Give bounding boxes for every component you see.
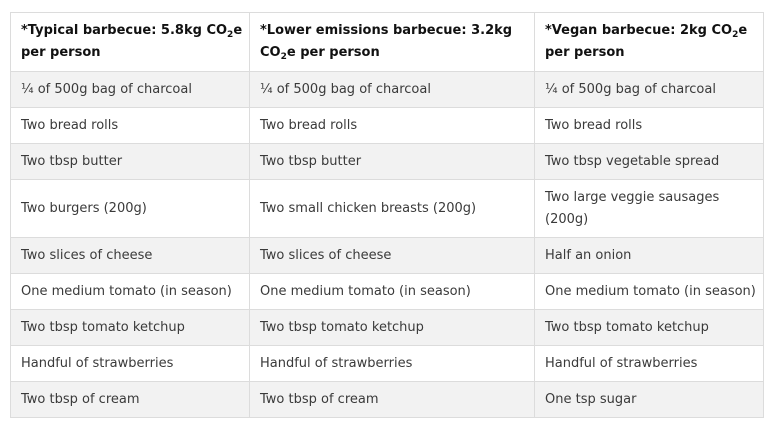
table-cell: One medium tomato (in season)	[10, 273, 250, 310]
table-cell: Two slices of cheese	[249, 237, 535, 274]
header-typical-barbecue: *Typical barbecue: 5.8kg CO2e per person	[10, 12, 250, 72]
table-cell: ¼ of 500g bag of charcoal	[534, 71, 764, 108]
table-cell: Half an onion	[534, 237, 764, 274]
table-row: ¼ of 500g bag of charcoal ¼ of 500g bag …	[10, 71, 764, 108]
table-row: Two slices of cheese Two slices of chees…	[10, 237, 764, 274]
table-cell: Two burgers (200g)	[10, 179, 250, 238]
header-lower-emissions-barbecue: *Lower emissions barbecue: 3.2kg CO2e pe…	[249, 12, 535, 72]
table-row: Two tbsp of cream Two tbsp of cream One …	[10, 381, 764, 418]
table-cell: One medium tomato (in season)	[249, 273, 535, 310]
table-cell: Two tbsp butter	[10, 143, 250, 180]
table-cell: Two tbsp vegetable spread	[534, 143, 764, 180]
table-row: Two bread rolls Two bread rolls Two brea…	[10, 107, 764, 144]
table-cell: Two bread rolls	[534, 107, 764, 144]
table-row: Two tbsp tomato ketchup Two tbsp tomato …	[10, 309, 764, 346]
table-row: Handful of strawberries Handful of straw…	[10, 345, 764, 382]
table-row: One medium tomato (in season) One medium…	[10, 273, 764, 310]
table-cell: Two bread rolls	[249, 107, 535, 144]
table-cell: Two tbsp tomato ketchup	[534, 309, 764, 346]
table-cell: Handful of strawberries	[534, 345, 764, 382]
barbecue-emissions-table: *Typical barbecue: 5.8kg CO2e per person…	[10, 12, 764, 418]
table-cell: Handful of strawberries	[10, 345, 250, 382]
table-row: Two burgers (200g) Two small chicken bre…	[10, 179, 764, 238]
table-cell: Handful of strawberries	[249, 345, 535, 382]
table-cell: Two tbsp tomato ketchup	[249, 309, 535, 346]
barbecue-emissions-table-container: *Typical barbecue: 5.8kg CO2e per person…	[10, 12, 764, 418]
table-cell: Two tbsp tomato ketchup	[10, 309, 250, 346]
table-cell: Two large veggie sausages (200g)	[534, 179, 764, 238]
table-cell: ¼ of 500g bag of charcoal	[249, 71, 535, 108]
table-cell: Two bread rolls	[10, 107, 250, 144]
table-cell: Two tbsp of cream	[10, 381, 250, 418]
header-vegan-barbecue: *Vegan barbecue: 2kg CO2e per person	[534, 12, 764, 72]
table-header-row: *Typical barbecue: 5.8kg CO2e per person…	[10, 12, 764, 72]
table-cell: One medium tomato (in season)	[534, 273, 764, 310]
table-row: Two tbsp butter Two tbsp butter Two tbsp…	[10, 143, 764, 180]
table-cell: Two tbsp of cream	[249, 381, 535, 418]
table-cell: One tsp sugar	[534, 381, 764, 418]
table-cell: ¼ of 500g bag of charcoal	[10, 71, 250, 108]
table-cell: Two small chicken breasts (200g)	[249, 179, 535, 238]
table-cell: Two slices of cheese	[10, 237, 250, 274]
table-cell: Two tbsp butter	[249, 143, 535, 180]
